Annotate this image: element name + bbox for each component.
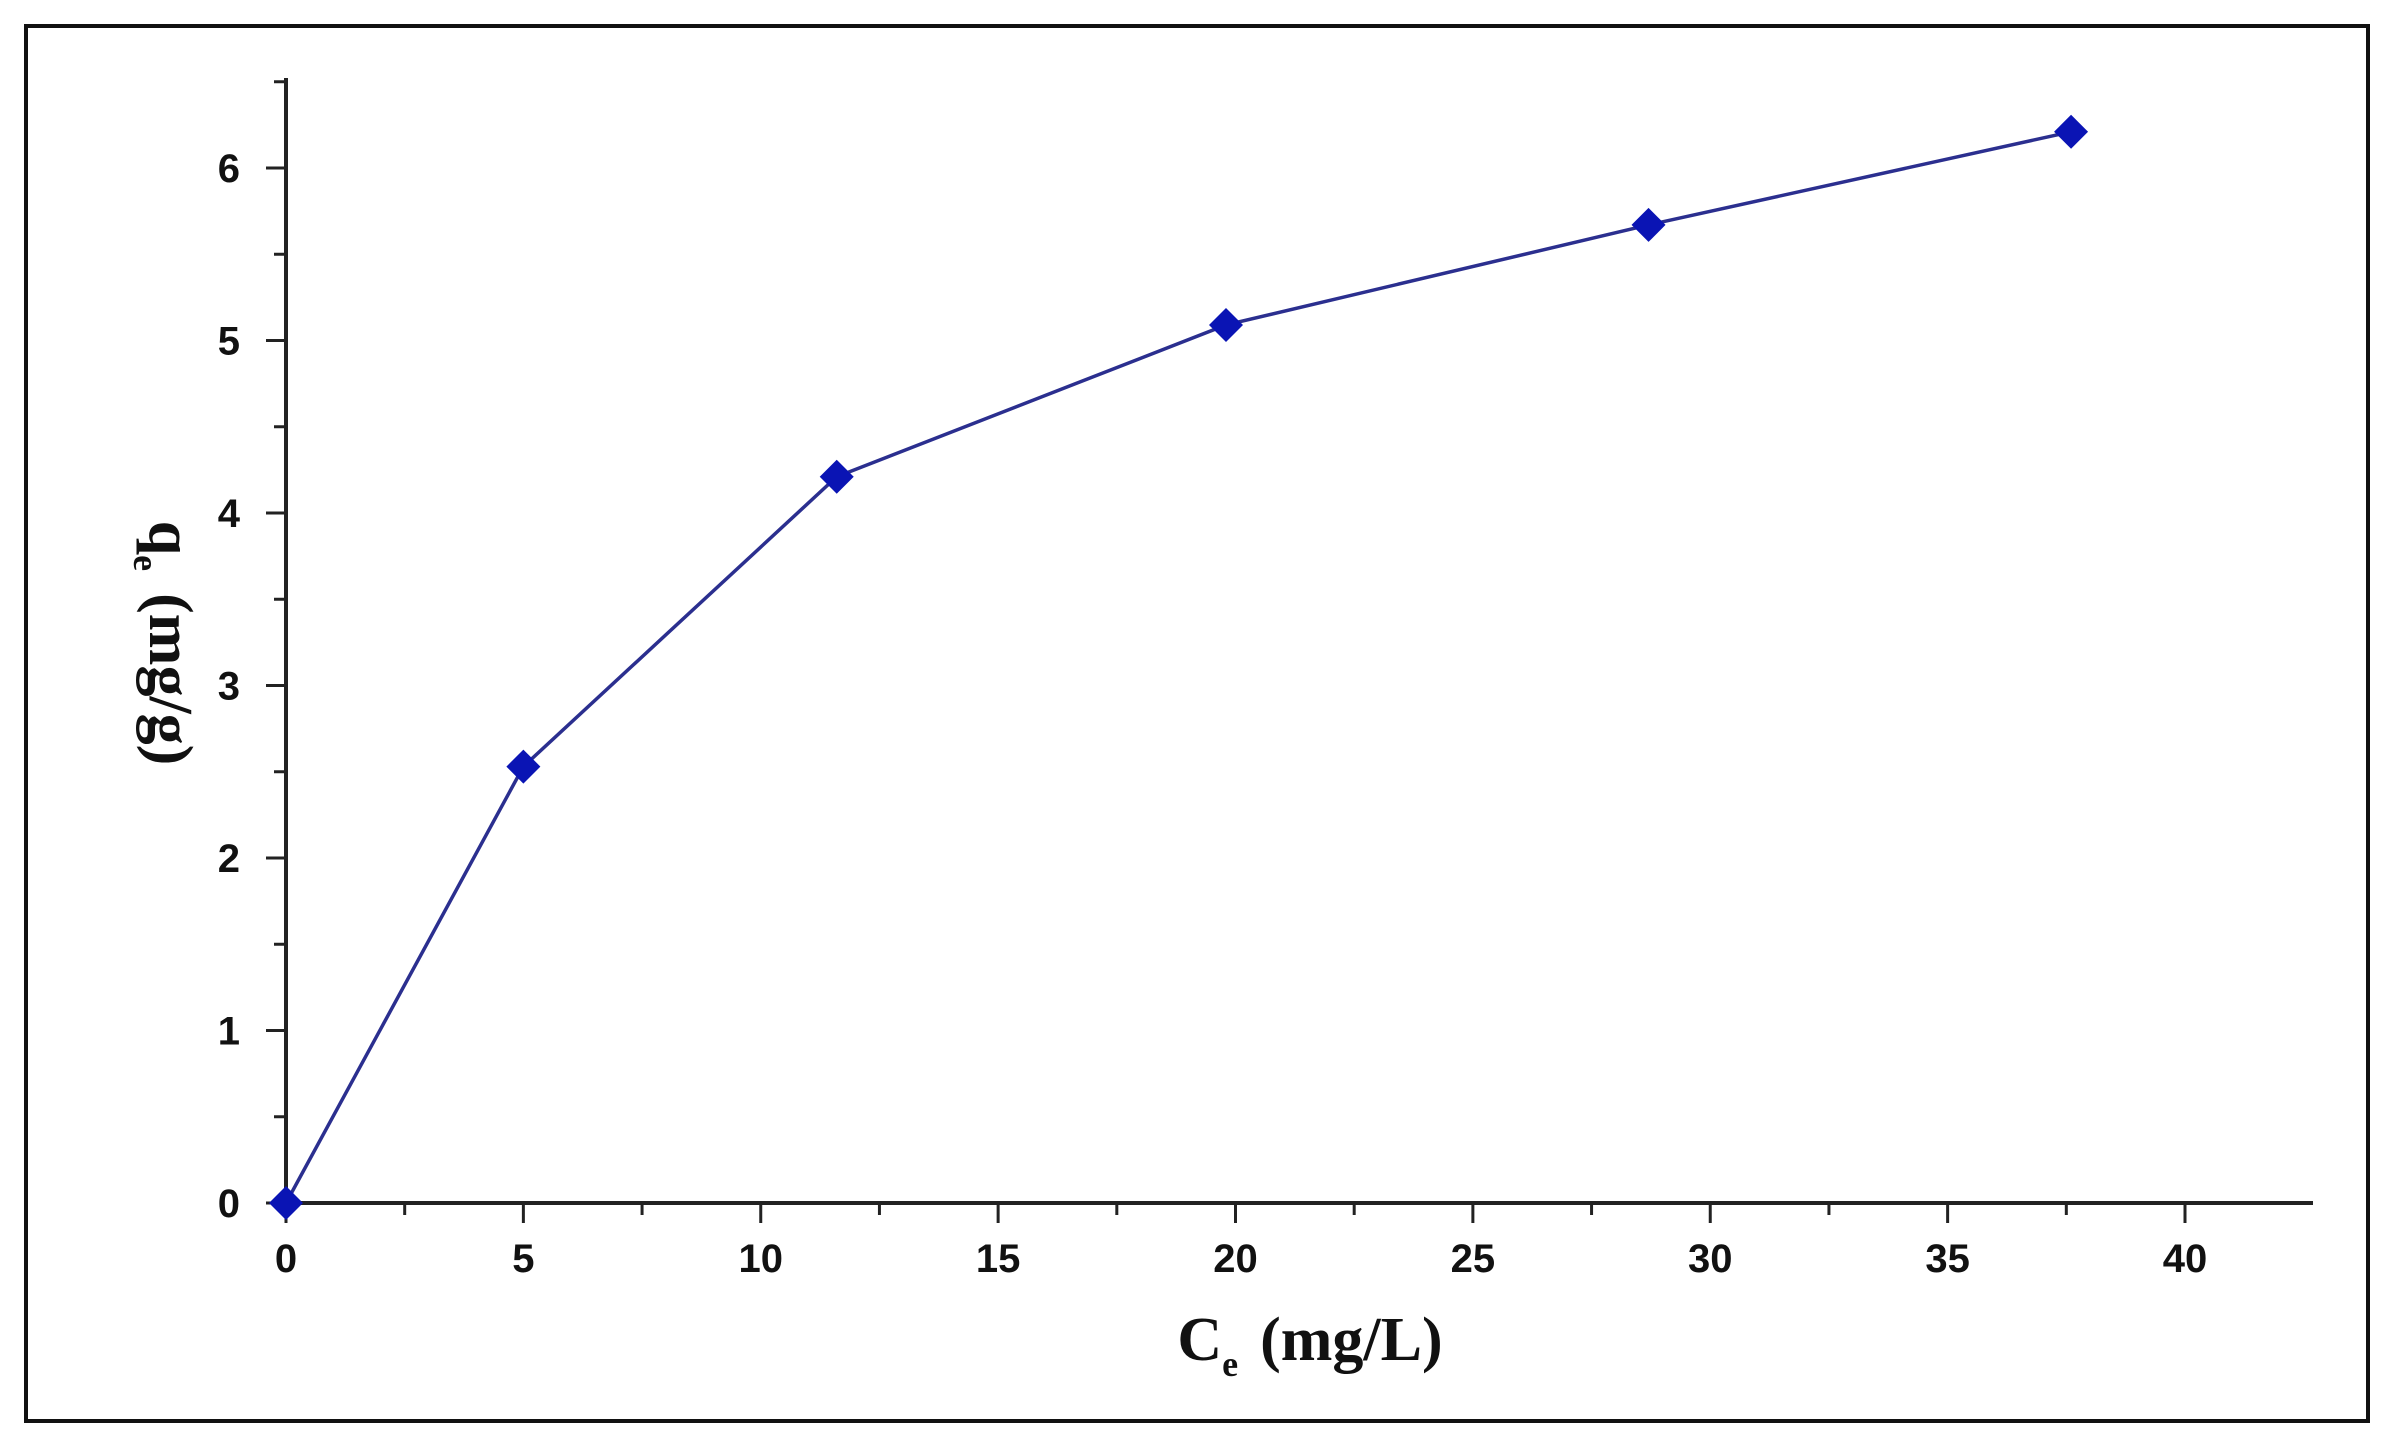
- y-tick-label: 0: [218, 1182, 240, 1226]
- x-tick-label: 5: [512, 1237, 534, 1281]
- x-axis-title-subscript: e: [1222, 1344, 1238, 1384]
- y-tick-label: 3: [218, 665, 240, 709]
- x-tick-label: 40: [2163, 1237, 2208, 1281]
- data-point: [269, 1186, 303, 1220]
- series-layer: [269, 114, 2089, 1220]
- data-point: [2054, 114, 2089, 149]
- y-tick-label: 6: [218, 147, 240, 191]
- y-axis-title-unit: (mg/g): [136, 593, 204, 765]
- y-tick-label: 5: [218, 320, 240, 364]
- y-tick-label: 2: [218, 837, 240, 881]
- x-tick-label: 20: [1213, 1237, 1258, 1281]
- x-axis-title: Ce (mg/L): [1177, 1306, 1442, 1384]
- axes: 0 5 10 15 20 25 30 35 40 0 1 2 3 4 5 6: [218, 78, 2313, 1281]
- x-axis-title-unit: (mg/L): [1260, 1306, 1443, 1374]
- x-tick-label: 0: [275, 1237, 297, 1281]
- x-tick-label: 35: [1925, 1237, 1970, 1281]
- data-point: [506, 749, 541, 784]
- x-tick-label: 10: [739, 1237, 784, 1281]
- x-axis-title-main: C: [1177, 1306, 1222, 1374]
- y-axis-title-subscript: e: [126, 555, 166, 571]
- figure-frame: [24, 24, 2370, 1423]
- x-tick-label: 25: [1451, 1237, 1496, 1281]
- y-tick-label: 1: [218, 1010, 240, 1054]
- x-tick-label: 30: [1688, 1237, 1733, 1281]
- data-point: [1631, 207, 1666, 242]
- series-line: [284, 130, 2072, 1204]
- y-axis-title-main: q: [136, 521, 204, 555]
- x-tick-label: 15: [976, 1237, 1021, 1281]
- y-tick-label: 4: [218, 492, 241, 536]
- data-point: [1209, 307, 1244, 342]
- data-point: [819, 459, 854, 494]
- y-axis-title: qe (mg/g): [126, 521, 204, 766]
